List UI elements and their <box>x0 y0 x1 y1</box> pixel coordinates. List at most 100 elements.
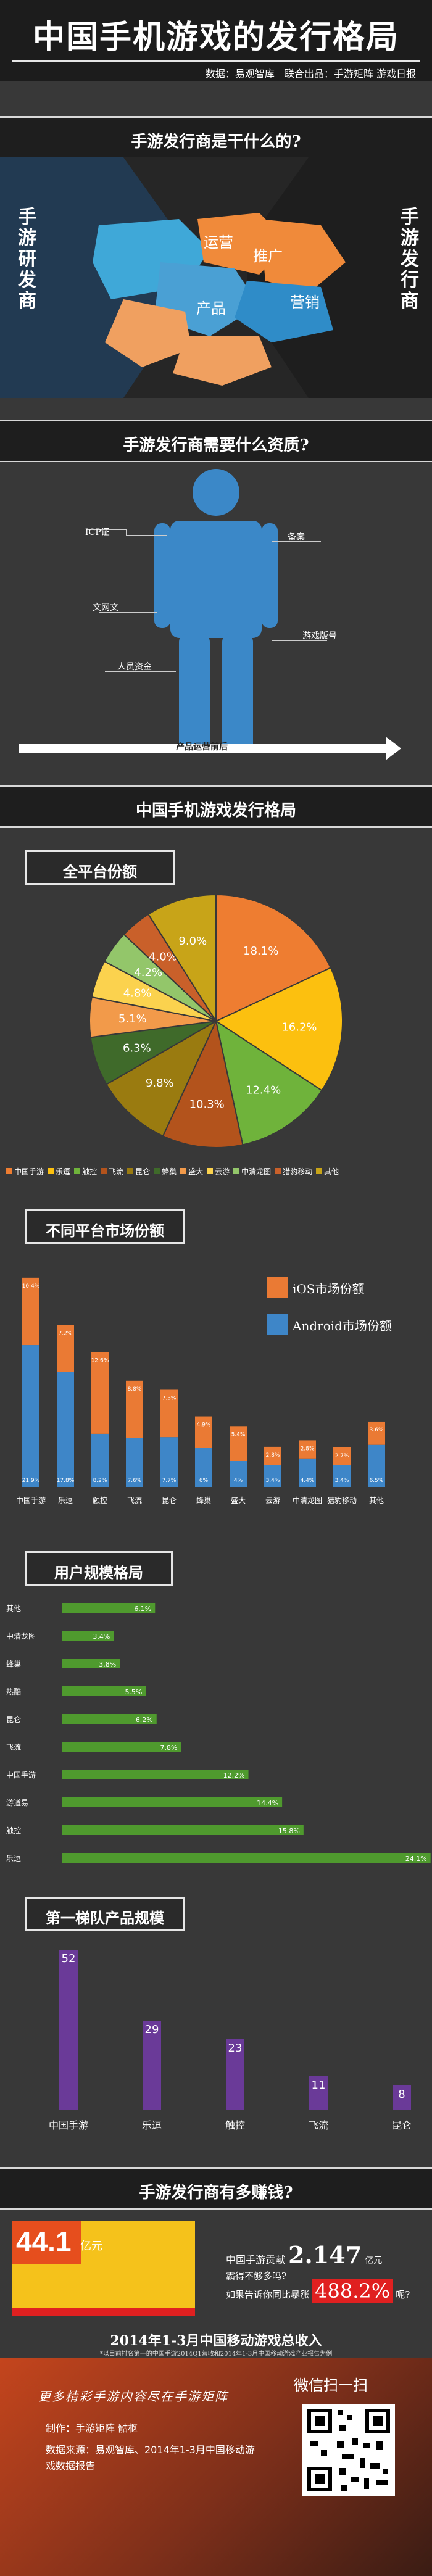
line3-prefix: 如果告诉你同比暴涨 <box>226 2289 310 2300</box>
pie-legend: 中国手游 乐逗 触控 飞流 昆仑 蜂巢 盛大 云游 中清龙图 猎豹移动 其他 <box>6 1165 432 1177</box>
ios-bar <box>333 1447 351 1465</box>
pie-legend-item: 其他 <box>316 1166 339 1177</box>
publisher-label: 手游发行商 <box>397 207 418 312</box>
ios-bar <box>57 1325 74 1372</box>
product-bar <box>226 2039 244 2110</box>
category-label: 蜂巢 <box>196 1496 211 1505</box>
android-value-label: 4% <box>234 1478 243 1484</box>
user-scale-bar <box>62 1631 114 1641</box>
bar-value-label: 15.8% <box>278 1827 300 1835</box>
ios-value-label: 2.8% <box>266 1452 280 1459</box>
qual-icp: ICP证 <box>85 528 110 537</box>
qualifications-panel: ICP证 备案 文网文 游戏版号 人员资金 产品运营前后 <box>0 462 432 782</box>
legend-swatch <box>207 1168 214 1174</box>
pie-slice-label: 18.1% <box>243 945 278 958</box>
puzzle-label-promotion: 推广 <box>253 247 283 265</box>
android-bar <box>368 1444 385 1487</box>
android-bar <box>333 1465 351 1487</box>
user-scale-bar <box>62 1742 181 1752</box>
pie-legend-item: 触控 <box>74 1166 97 1177</box>
android-value-label: 4.4% <box>301 1478 315 1484</box>
section-what-publishers-do: 手游发行商是干什么的? <box>0 116 432 159</box>
person-figure <box>19 469 401 760</box>
timeline-arrow-label: 产品运营前后 <box>176 742 228 752</box>
legend-label: 其他 <box>324 1167 339 1176</box>
category-label: 盛大 <box>231 1496 246 1505</box>
pie-slice-label: 6.3% <box>123 1042 151 1054</box>
header-credit: 数据：易观智库 联合出品：手游矩阵 游戏日报 <box>205 68 416 80</box>
revenue-red-strip <box>12 2308 195 2316</box>
legend-swatch <box>267 1314 288 1335</box>
stacked-chart-title: 不同平台市场份额 <box>25 1209 185 1244</box>
pie-legend-item: 云游 <box>207 1166 230 1177</box>
ios-bar <box>264 1446 281 1465</box>
category-label: 中清龙图 <box>6 1631 36 1641</box>
puzzle-label-operation: 运营 <box>204 234 233 251</box>
android-bar <box>126 1438 143 1487</box>
android-bar <box>195 1448 212 1487</box>
legend-swatch <box>101 1168 107 1174</box>
pie-chart: 18.1% 16.2% 12.4% 10.3% 9.8% 6.3% 5.1% 4.8% 4.2%… <box>89 893 343 1148</box>
pie-chart-title: 全平台份额 <box>25 850 175 885</box>
category-label: 其他 <box>6 1604 21 1613</box>
user-scale-bar <box>62 1825 304 1835</box>
section-title: 手游发行商有多赚钱? <box>139 2184 293 2202</box>
bar-value-label: 29 <box>145 2023 159 2036</box>
ios-value-label: 12.6% <box>91 1358 109 1364</box>
section-title: 手游发行商是干什么的? <box>131 133 301 151</box>
hbar-chart-title: 用户规模格局 <box>25 1551 173 1586</box>
footer-slogan: 更多精彩手游内容尽在手游矩阵 <box>38 2389 228 2404</box>
pie-slice-label: 10.3% <box>189 1098 225 1111</box>
legend-label: 盛大 <box>188 1167 204 1176</box>
pie-legend-item: 蜂巢 <box>154 1166 177 1177</box>
category-label: 乐逗 <box>6 1854 21 1863</box>
total-revenue-block: 44.1 亿元 <box>12 2221 195 2316</box>
ios-value-label: 8.8% <box>128 1386 142 1393</box>
bar-value-label: 12.2% <box>223 1771 245 1779</box>
bar-value-label: 5.5% <box>125 1688 142 1696</box>
android-bar <box>22 1345 39 1487</box>
line1-prefix: 中国手游贡献 <box>226 2254 286 2266</box>
pie-slice-label: 4.0% <box>149 951 177 964</box>
line1-value: 2.147 <box>288 2241 362 2269</box>
header: 中国手机游戏的发行格局 数据：易观智库 联合出品：手游矩阵 游戏日报 <box>0 0 432 81</box>
bar-value-label: 52 <box>62 1952 76 1965</box>
product-bar <box>393 2085 411 2110</box>
pie-slice-label: 4.8% <box>123 987 152 1000</box>
legend-swatch <box>233 1168 240 1174</box>
category-label: 中国手游 <box>16 1496 46 1505</box>
ios-value-label: 3.6% <box>370 1427 384 1433</box>
android-bar <box>91 1433 109 1487</box>
category-label: 昆仑 <box>6 1715 21 1724</box>
qr-code-icon <box>307 2409 390 2491</box>
pie-legend-item: 飞流 <box>101 1166 123 1177</box>
user-scale-bar <box>62 1714 157 1724</box>
user-scale-bar <box>62 1853 431 1863</box>
qr-code[interactable] <box>302 2404 395 2496</box>
pie-slice-2 <box>215 1019 323 1146</box>
category-label: 中国手游 <box>49 2119 88 2131</box>
android-bar <box>299 1458 316 1487</box>
product-bar <box>59 1950 78 2110</box>
bar-value-label: 3.8% <box>99 1660 116 1668</box>
qual-filing: 备案 <box>288 532 305 542</box>
section-qualifications: 手游发行商需要什么资质? <box>0 420 432 463</box>
product-bar <box>143 2021 161 2110</box>
handshake-illustration <box>0 157 432 398</box>
pie-legend-item: 猎豹移动 <box>275 1166 312 1177</box>
product-bar <box>309 2076 328 2110</box>
legend-swatch <box>267 1277 288 1298</box>
product-scale-bar-chart: 52 中国手游 29 乐逗 23 触控 11 飞流 8 昆仑 <box>49 1950 412 2131</box>
bar-value-label: 8 <box>398 2088 405 2101</box>
qual-license: 游戏版号 <box>302 631 337 641</box>
pie-legend-item: 中国手游 <box>6 1166 44 1177</box>
china-mobile-games-line: 中国手游贡献 2.147 亿元 <box>226 2241 382 2269</box>
pie-slice-label: 12.4% <box>246 1084 281 1097</box>
legend-swatch <box>74 1168 81 1174</box>
stacked-chart-title-text: 不同平台市场份额 <box>46 1222 164 1240</box>
pie-legend-item: 乐逗 <box>48 1166 70 1177</box>
legend-swatch <box>154 1168 160 1174</box>
legend-label: 云游 <box>215 1167 230 1176</box>
pie-chart-title-text: 全平台份额 <box>63 863 137 880</box>
pie-slice-3 <box>162 1019 244 1148</box>
